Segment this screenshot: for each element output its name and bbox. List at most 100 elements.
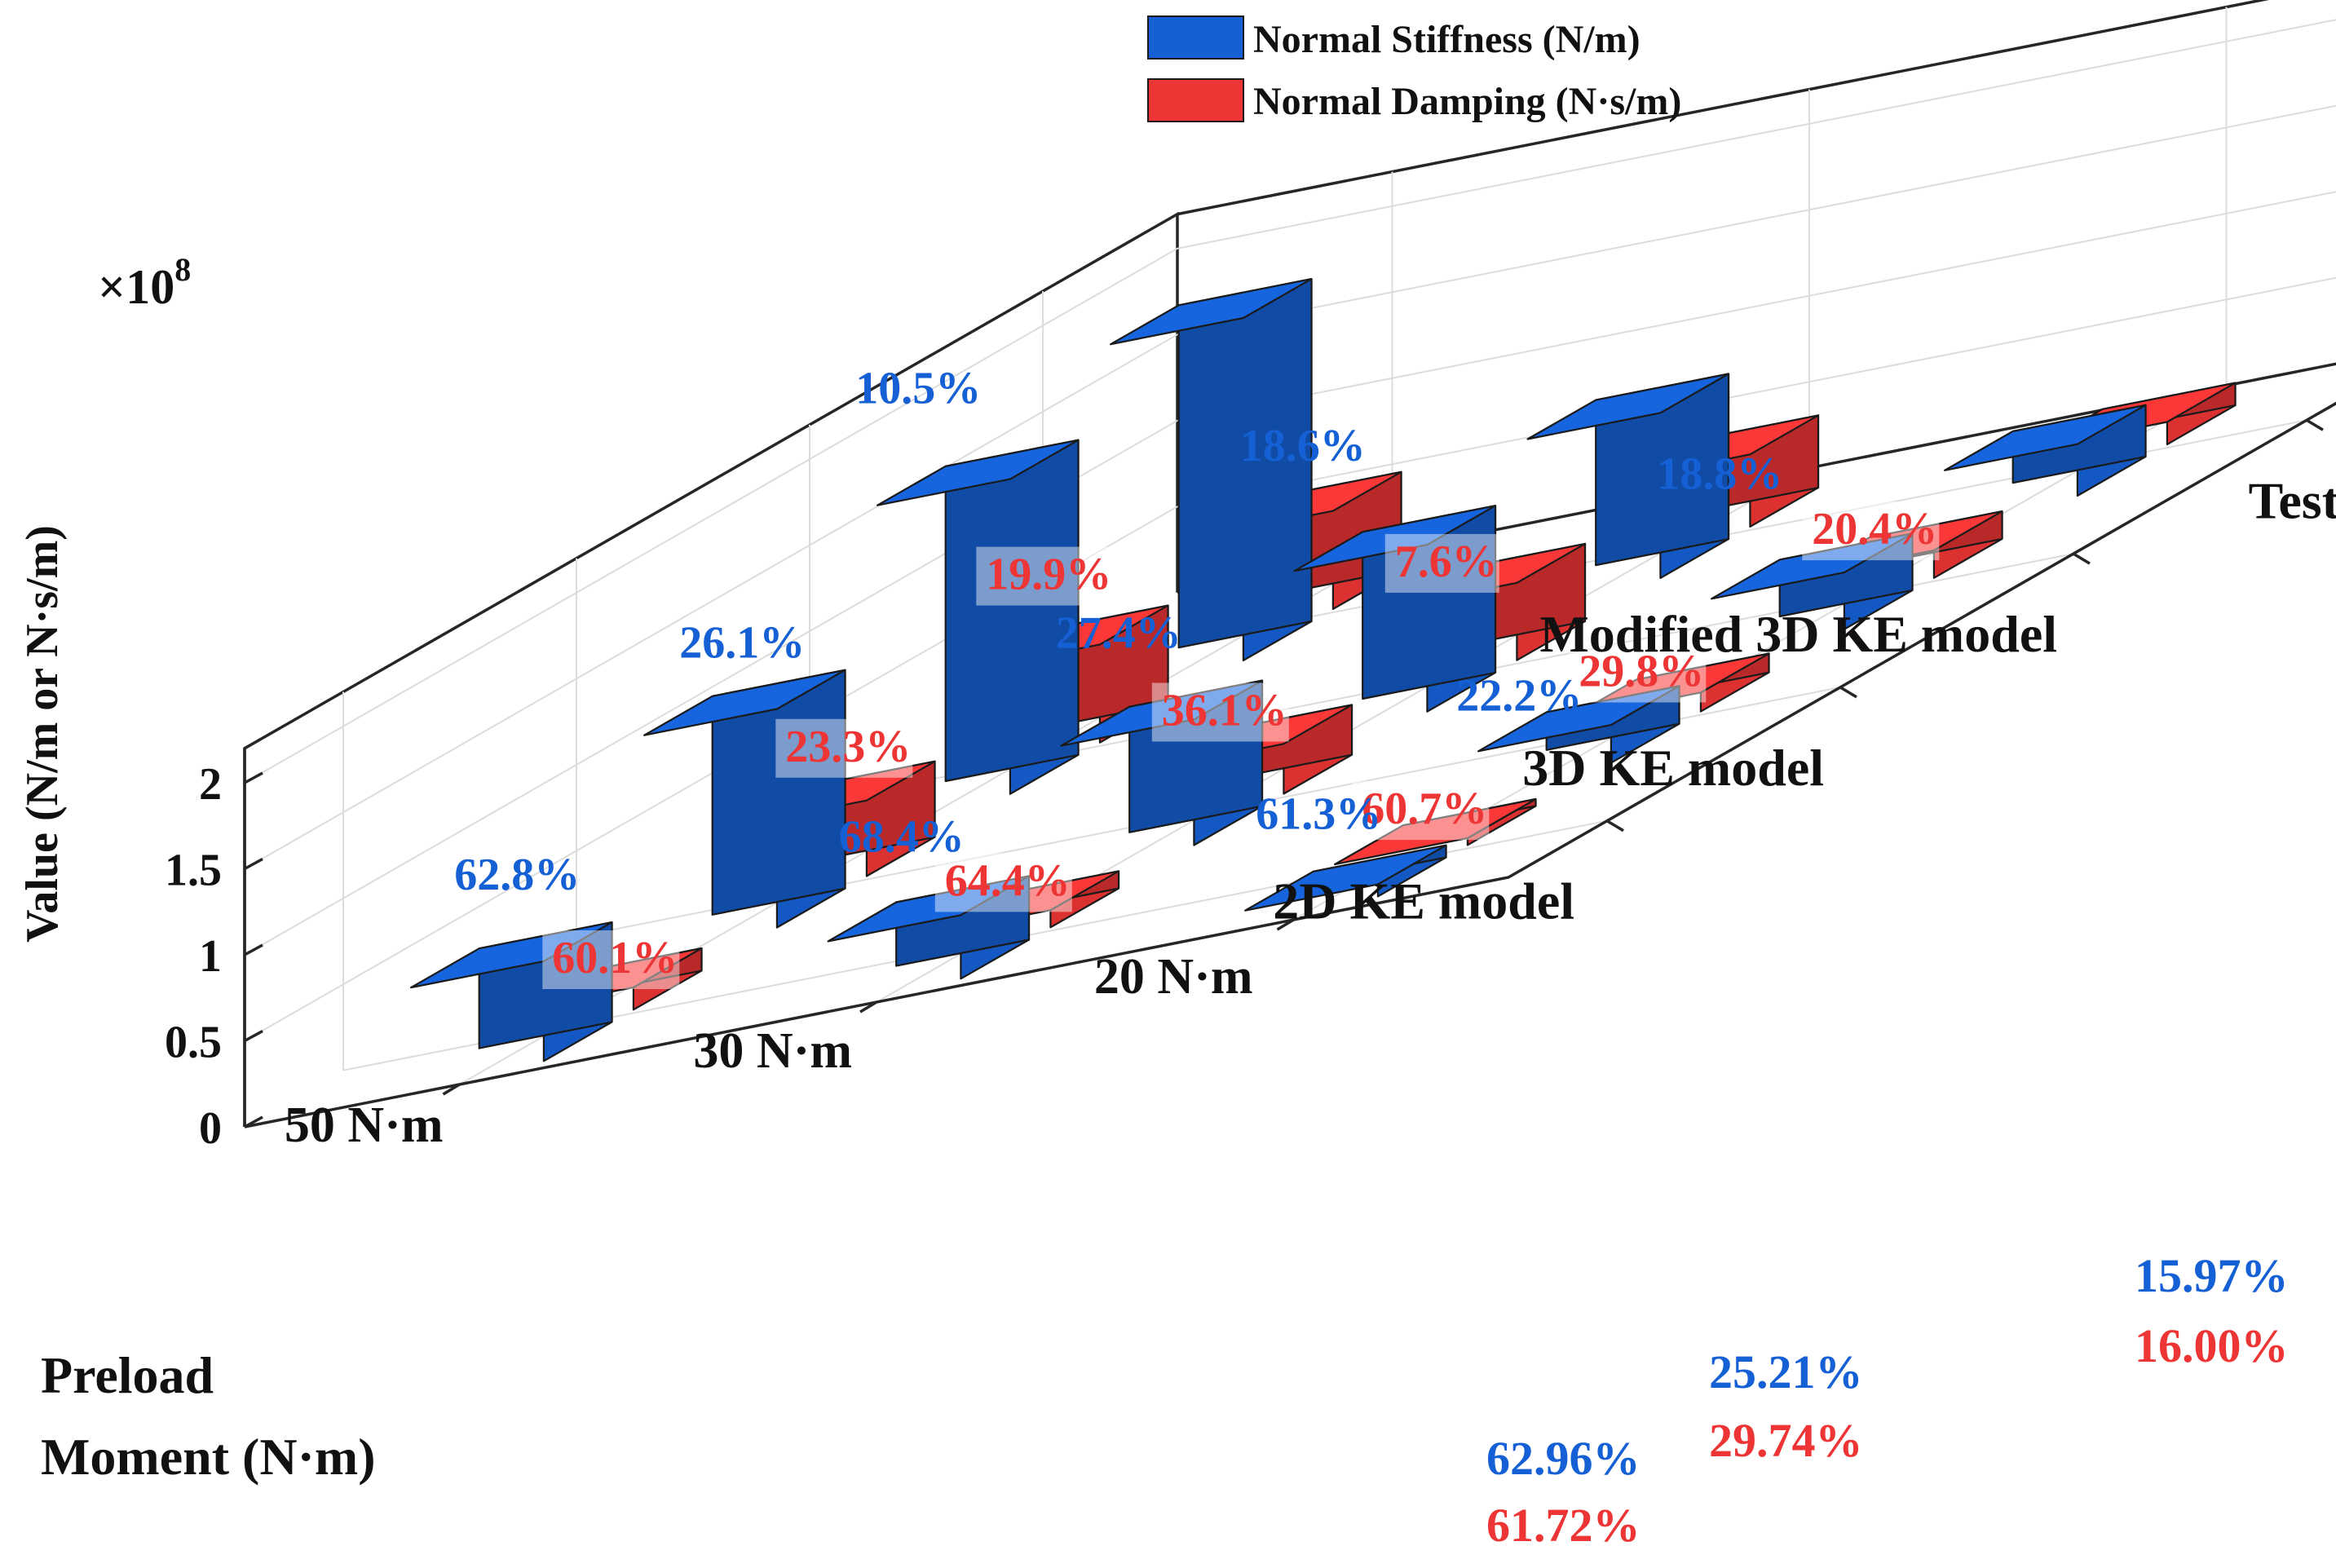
error-label-backdrop [1384,533,1499,593]
stiffness-bar [410,921,613,1062]
z-tick [244,1115,263,1129]
bar-top-face [643,669,846,736]
z-grid-line [244,19,2336,784]
avg-error-2d-damping: 61.72% [1486,1499,1640,1552]
preload-axis-label-line2: Moment (N·m) [41,1428,376,1486]
stiffness-bar [1060,679,1264,846]
error-label-backdrop [1352,781,1490,841]
avg-error-mod3d-damping: 16.00% [2135,1319,2289,1372]
bar-top-face [827,875,1031,943]
bar-top-face [1109,278,1313,346]
damping-error-label: 19.9% [986,550,1111,600]
stiffness-error-label: 27.4% [1056,608,1181,659]
bar-top-face [876,439,1080,506]
damping-bar [1333,797,1537,866]
stiffness-bar [643,669,846,929]
back-wall-right [1177,0,2270,216]
z-tick-label: 0.5 [165,1018,222,1068]
legend-label-damping: Normal Damping (N·s/m) [1253,80,1681,123]
avg-error-mod3d-stiffness: 15.97% [2135,1249,2289,1302]
bar-error-labels: 19.9% 10.5% 23.3% 26.1% 60.1% 62.8% 7.6% 18.6% 3… [454,364,1940,990]
damping-error-label: 29.8% [1579,646,1704,696]
z-tick [244,1029,263,1043]
bars [410,278,2237,1062]
preload-tick [1276,918,1295,931]
stiffness-bar [1243,844,1447,912]
stiffness-bar [1944,404,2147,497]
z-tick [244,771,263,784]
damping-error-label: 7.6% [1395,537,1498,587]
stiffness-bar [827,875,1031,980]
z-exponent-label: ×108 [98,251,191,314]
z-grid-line [244,104,2336,870]
legend: Normal Stiffness (N/m) Normal Damping (N… [1147,15,1681,123]
avg-error-2d-stiffness: 62.96% [1486,1432,1640,1485]
stiffness-error-label: 26.1% [679,618,805,669]
damping-error-label: 60.7% [1362,784,1487,834]
error-label-backdrop [1802,501,1940,561]
damping-error-label: 20.4% [1812,504,1937,554]
bar-top-face [1944,404,2147,471]
stiffness-error-label: 61.3% [1256,789,1381,840]
stiffness-bar [1293,505,1497,713]
stiffness-error-label: 18.8% [1657,448,1782,499]
model-tick-label: 2D KE model [1273,872,1574,930]
preload-tick-label: 20 N·m [1094,949,1253,1005]
preload-tick [859,1000,877,1014]
z-axis-title: Value (N/m or N·s/m) [17,525,68,943]
model-average-errors: 62.96% 61.72% 25.21% 29.74% 15.97% 16.00… [1486,1249,2289,1552]
avg-error-3d-damping: 29.74% [1709,1414,1863,1467]
stiffness-error-label: 62.8% [454,850,580,900]
stiffness-bar [1526,373,1730,580]
stiffness-bar [1711,532,1914,630]
error-label-backdrop [1569,643,1707,703]
bar-top-face [1333,797,1537,866]
front-floor-axes [244,401,2336,1129]
legend-swatch-stiffness [1147,15,1244,60]
stiffness-bar [876,439,1080,795]
bar-top-face [1243,844,1447,912]
z-grid-line [244,191,2336,956]
legend-label-stiffness: Normal Stiffness (N/m) [1253,18,1640,61]
damping-error-label: 64.4% [945,855,1071,906]
model-tick-label: 3D KE model [1522,739,1824,797]
damping-error-label: 60.1% [552,933,678,983]
stiffness-error-label: 68.4% [839,811,965,862]
bar-top-face [1293,505,1497,572]
bar-top-face [410,921,613,989]
error-label-backdrop [934,853,1072,912]
stiffness-bar [1477,685,1680,764]
stiffness-error-label: 10.5% [855,364,981,414]
avg-error-3d-stiffness: 25.21% [1709,1345,1863,1398]
z-exponent-base: ×10 [98,260,174,314]
model-tick [2306,418,2324,431]
z-tick-label: 1 [199,931,222,982]
model-tick [1839,686,1857,699]
bar-top-face [1060,679,1264,747]
damping-error-label: 36.1% [1162,685,1287,735]
bar-top-face [1477,685,1680,753]
z-tick [244,943,263,956]
z-exponent-power: 8 [174,251,191,288]
preload-axis-label-line1: Preload [41,1346,214,1404]
model-tick [2073,552,2091,565]
error-label-backdrop [542,930,680,990]
axes [243,401,2336,1129]
preload-tick [442,1083,461,1096]
legend-swatch-damping [1147,78,1244,122]
tick-labels: 0 0.5 1 1.5 2 50 N·m 30 N·m 20 N·m 2D KE model 3D… [165,418,2336,1154]
stiffness-error-label: 22.2% [1456,670,1582,721]
bar-top-face [1711,532,1914,600]
stiffness-error-label: 18.6% [1240,421,1366,471]
model-tick-label: Test [2249,471,2336,529]
z-tick [244,857,263,871]
error-label-backdrop [976,546,1114,606]
preload-tick-label: 30 N·m [693,1023,852,1079]
model-tick-label: Modified 3D KE model [1539,605,2057,663]
z-tick-label: 0 [199,1103,222,1154]
z-grid-line [244,276,2336,1042]
z-tick-label: 2 [199,759,222,810]
z-axis-label: Value (N/m or N·s/m) [17,525,68,943]
damping-error-label: 23.3% [785,722,911,772]
